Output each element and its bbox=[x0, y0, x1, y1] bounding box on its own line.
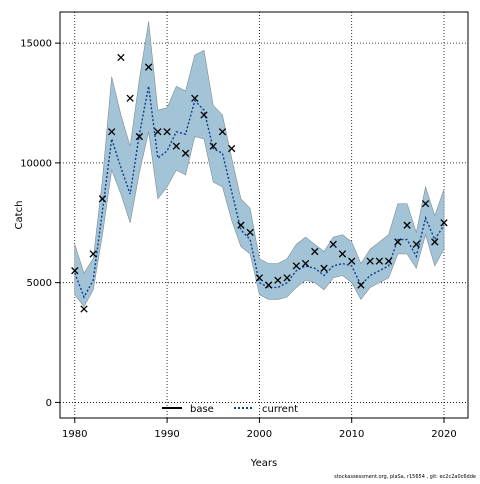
observed-point bbox=[311, 247, 319, 256]
observed-point bbox=[292, 262, 300, 270]
observed-point bbox=[172, 142, 180, 150]
observed-point bbox=[246, 228, 254, 237]
observed-point bbox=[126, 94, 134, 102]
y-tick-label: 5000 bbox=[27, 278, 52, 289]
observed-point bbox=[403, 221, 411, 229]
y-axis-title: Catch bbox=[14, 201, 25, 230]
observed-point bbox=[228, 144, 236, 153]
observed-point bbox=[274, 276, 282, 284]
observed-point bbox=[301, 259, 310, 268]
x-axis: 1980 1990 2000 2010 2020 bbox=[62, 418, 457, 440]
observed-point bbox=[431, 238, 439, 246]
x-tick-label: 2010 bbox=[339, 429, 364, 440]
observed-points bbox=[71, 53, 448, 313]
confidence-band-area bbox=[74, 21, 445, 308]
observed-point bbox=[283, 274, 291, 282]
observed-point bbox=[200, 111, 208, 119]
series-line-current bbox=[74, 86, 445, 299]
y-axis: 0 5000 10000 15000 bbox=[20, 39, 60, 409]
observed-point bbox=[209, 142, 217, 150]
observed-point bbox=[218, 128, 227, 136]
credit-text: stockassessment.org, plaSa, r15654 , git… bbox=[334, 474, 476, 480]
observed-point bbox=[320, 264, 328, 272]
observed-point bbox=[366, 257, 374, 265]
observed-point bbox=[440, 219, 448, 227]
observed-point bbox=[329, 240, 337, 249]
observed-point bbox=[71, 267, 79, 275]
x-tick-label: 1980 bbox=[62, 429, 87, 440]
observed-point bbox=[412, 240, 420, 249]
observed-point bbox=[375, 257, 384, 265]
observed-point bbox=[135, 132, 144, 141]
series-lines bbox=[74, 86, 445, 299]
legend-label-current: current bbox=[262, 404, 298, 415]
observed-point bbox=[181, 149, 190, 157]
x-tick-label: 2000 bbox=[247, 429, 272, 440]
y-tick-label: 0 bbox=[46, 398, 52, 409]
observed-point bbox=[89, 250, 97, 258]
observed-point bbox=[237, 221, 245, 229]
plot-frame bbox=[59, 11, 469, 419]
observed-point bbox=[394, 238, 402, 246]
observed-point bbox=[154, 128, 162, 136]
legend: base current bbox=[162, 404, 298, 415]
observed-point bbox=[255, 274, 264, 282]
x-axis-title: Years bbox=[250, 458, 277, 469]
observed-point bbox=[108, 128, 116, 136]
confidence-band bbox=[74, 21, 445, 308]
observed-point bbox=[117, 53, 125, 62]
y-tick-label: 15000 bbox=[20, 39, 52, 50]
legend-label-base: base bbox=[190, 404, 214, 415]
observed-point bbox=[191, 94, 199, 102]
observed-point bbox=[98, 195, 107, 203]
observed-point bbox=[421, 199, 430, 208]
observed-point bbox=[264, 281, 273, 289]
observed-point bbox=[144, 63, 153, 71]
y-tick-label: 10000 bbox=[20, 158, 52, 169]
observed-point bbox=[338, 250, 347, 258]
observed-point bbox=[357, 281, 365, 289]
x-tick-label: 1990 bbox=[154, 429, 179, 440]
x-tick-label: 2020 bbox=[431, 429, 456, 440]
observed-point bbox=[80, 305, 88, 313]
observed-point bbox=[384, 257, 393, 265]
observed-point bbox=[348, 257, 356, 265]
observed-point bbox=[163, 128, 171, 136]
